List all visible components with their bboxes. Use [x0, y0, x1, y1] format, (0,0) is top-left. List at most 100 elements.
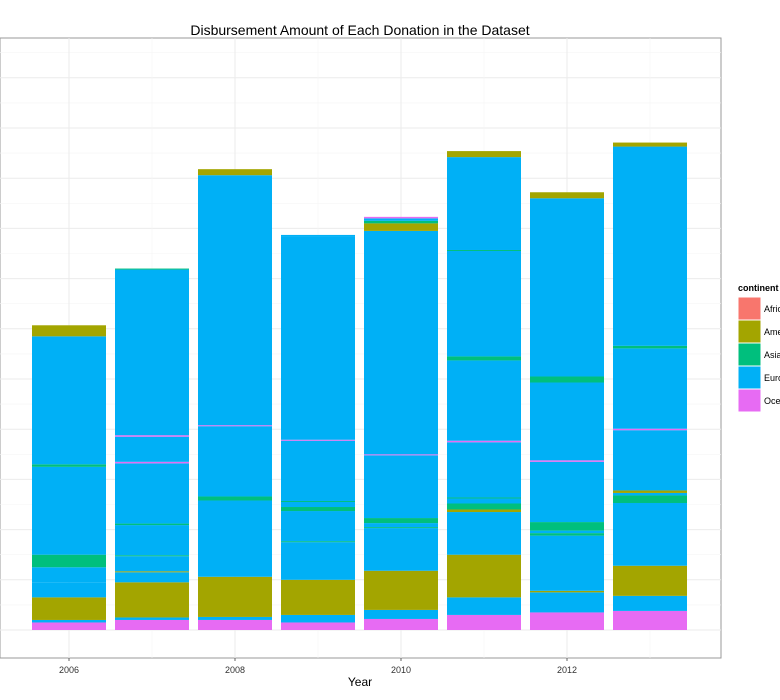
bar-segment-europe [32, 336, 106, 465]
bar-segment-oceania [447, 440, 521, 443]
bar-segment-americas [198, 576, 272, 617]
bar-segment-europe [364, 523, 438, 528]
bar-segment-asia [281, 507, 355, 512]
bar-segment-europe [115, 556, 189, 572]
legend-label-africa: Afric [764, 304, 780, 314]
legend-title: continent [738, 283, 779, 293]
bar-segment-oceania [281, 439, 355, 441]
bar-segment-asia [613, 345, 687, 349]
bar-segment-oceania [530, 460, 604, 462]
bar-segment-americas [530, 192, 604, 199]
bar-segment-europe [198, 426, 272, 497]
bar-segment-europe [447, 360, 521, 441]
bar-segment-europe [364, 218, 438, 221]
bar-segment-americas [447, 554, 521, 598]
bar-segment-europe [115, 269, 189, 436]
bar-segment-europe [281, 511, 355, 542]
bar-segment-asia [198, 496, 272, 501]
bar-segment-americas [447, 509, 521, 513]
bar-segment-europe [613, 492, 687, 496]
bar-segment-europe [447, 250, 521, 357]
legend: continent Afric Ame Asia Euro Oce [737, 283, 780, 413]
bar-segment-europe [32, 582, 106, 598]
bar-segment-oceania [115, 435, 189, 437]
bar-segment-europe [530, 461, 604, 523]
bar-segment-europe [364, 609, 438, 619]
bar-segment-asia [447, 503, 521, 510]
bar-segment-asia [613, 495, 687, 503]
bar-segment-europe [115, 572, 189, 583]
bar-segment-europe [281, 234, 355, 237]
bar-segment-europe [198, 616, 272, 620]
bar-2012 [530, 192, 604, 630]
bar-segment-europe [447, 597, 521, 615]
bar-segment-europe [115, 436, 189, 462]
bar-segment-europe [613, 595, 687, 611]
bar-segment-europe [447, 157, 521, 250]
bars [32, 142, 687, 630]
bar-segment-americas [613, 565, 687, 596]
bar-2007 [115, 268, 189, 630]
bar-segment-americas [613, 490, 687, 493]
bar-segment-americas [364, 570, 438, 610]
bar-segment-asia [32, 554, 106, 568]
bar-segment-asia [115, 268, 189, 270]
bar-segment-oceania [530, 612, 604, 630]
bar-segment-oceania [364, 216, 438, 219]
bar-segment-europe [198, 500, 272, 577]
legend-label-asia: Asia [764, 350, 780, 360]
bar-segment-europe [613, 502, 687, 566]
legend-key-asia [737, 342, 762, 367]
bar-segment-europe [447, 442, 521, 498]
legend-key-oceania [737, 388, 762, 413]
bar-segment-asia [447, 497, 521, 499]
bar-segment-asia [530, 376, 604, 383]
bar-segment-asia [115, 523, 189, 526]
bar-segment-europe [32, 466, 106, 555]
bar-2013 [613, 142, 687, 630]
legend-key-europe [737, 365, 762, 390]
bar-segment-asia [447, 249, 521, 251]
bar-segment-asia [364, 527, 438, 529]
bar-segment-asia [281, 541, 355, 543]
legend-label-europe: Euro [764, 373, 780, 383]
bar-segment-europe [447, 498, 521, 504]
bar-segment-asia [32, 464, 106, 467]
bar-segment-oceania [115, 461, 189, 464]
bar-segment-oceania [198, 425, 272, 427]
bar-segment-europe [613, 146, 687, 346]
bar-segment-americas [198, 169, 272, 176]
bar-segment-asia [530, 533, 604, 536]
bar-segment-europe [198, 175, 272, 426]
bar-segment-europe [530, 592, 604, 613]
bar-segment-asia [364, 518, 438, 524]
bar-segment-europe [613, 430, 687, 491]
bar-segment-europe [530, 382, 604, 461]
x-axis-ticks: 2006 2008 2010 2012 [59, 658, 577, 675]
bar-segment-europe [447, 512, 521, 555]
bar-segment-europe [613, 348, 687, 429]
bar-segment-europe [32, 567, 106, 583]
bar-segment-oceania [281, 622, 355, 630]
bar-segment-europe [115, 617, 189, 620]
bar-segment-europe [364, 230, 438, 455]
bar-segment-oceania [198, 619, 272, 630]
bar-segment-europe [115, 525, 189, 556]
x-tick-label: 2006 [59, 665, 79, 675]
bar-segment-americas [32, 597, 106, 620]
bar-segment-europe [530, 198, 604, 377]
bar-segment-americas [530, 590, 604, 593]
bar-2011 [447, 151, 521, 630]
bar-segment-asia [364, 220, 438, 224]
bar-2010 [364, 216, 438, 630]
bar-2008 [198, 169, 272, 630]
bar-segment-asia [115, 555, 189, 557]
bar-segment-europe [530, 530, 604, 534]
panel-border [0, 37, 722, 659]
bar-segment-asia [281, 500, 355, 502]
bar-2006 [32, 325, 106, 630]
bar-segment-americas [115, 582, 189, 618]
bar-segment-americas [115, 571, 189, 573]
legend-key-africa [737, 296, 762, 321]
bar-segment-americas [613, 142, 687, 147]
